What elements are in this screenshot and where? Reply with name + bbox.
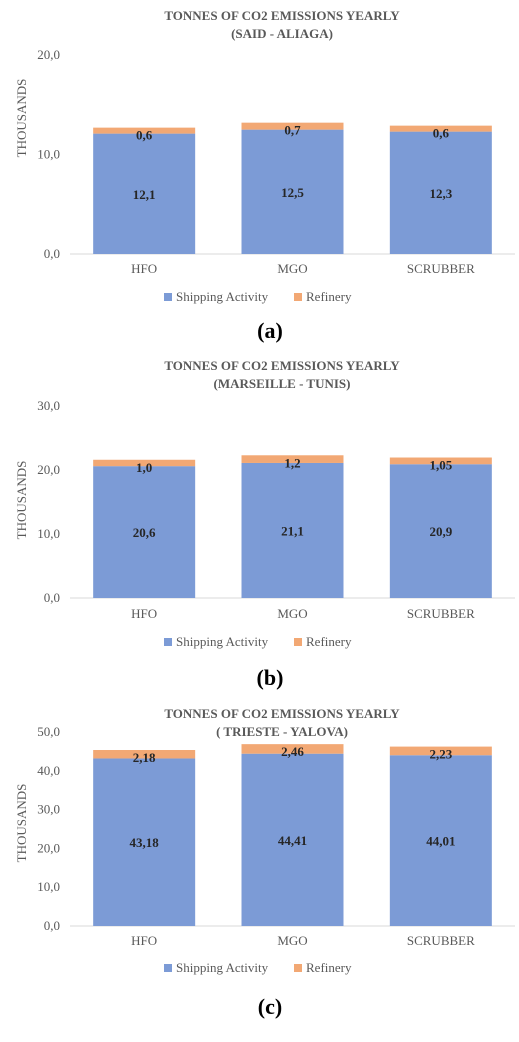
y-tick-label: 30,0 (37, 398, 60, 413)
bar-refinery (389, 125, 492, 132)
y-tick-label: 10,0 (37, 526, 60, 541)
bar-shipping-activity (241, 129, 344, 254)
plot-area: 0,0 10,0 20,0 30,0 20,6 1,0 HFO 21,1 1,2 MGO 20,9 1… (37, 398, 515, 621)
chart-subtitle: (SAID - ALIAGA) (231, 26, 333, 41)
y-tick-label: 30,0 (37, 802, 60, 817)
chart-title: TONNES OF CO2 EMISSIONS YEARLY (164, 8, 400, 23)
legend: Shipping Activity Refinery (164, 960, 352, 975)
data-label-shipping-activity: 20,6 (133, 525, 156, 540)
x-tick-label: SCRUBBER (407, 606, 475, 621)
legend-swatch-shipping-activity (164, 638, 172, 646)
y-tick-label: 0,0 (44, 246, 60, 261)
bar-shipping-activity (241, 753, 344, 926)
bar-refinery (241, 455, 344, 463)
legend: Shipping Activity Refinery (164, 289, 352, 304)
bar-refinery (241, 122, 344, 130)
legend-swatch-refinery (294, 293, 302, 301)
data-label-refinery: 1,0 (136, 460, 152, 475)
chart-panel-c: TONNES OF CO2 EMISSIONS YEARLY ( TRIESTE… (14, 706, 515, 1019)
y-tick-label: 0,0 (44, 590, 60, 605)
panel-label: (a) (257, 318, 283, 343)
panel-label: (c) (258, 994, 282, 1019)
y-tick-label: 10,0 (37, 879, 60, 894)
bar-shipping-activity (389, 464, 492, 598)
bar-shipping-activity (389, 131, 492, 254)
data-label-refinery: 0,6 (136, 128, 153, 143)
legend-label-refinery: Refinery (306, 634, 352, 649)
chart-subtitle: (MARSEILLE - TUNIS) (213, 376, 350, 391)
data-label-refinery: 1,05 (429, 458, 452, 473)
y-tick-label: 20,0 (37, 47, 60, 62)
data-label-refinery: 0,7 (284, 123, 301, 138)
data-label-refinery: 1,2 (284, 455, 300, 470)
legend: Shipping Activity Refinery (164, 634, 352, 649)
bar-refinery (241, 744, 344, 754)
data-label-refinery: 0,6 (433, 126, 450, 141)
bar-refinery (93, 459, 196, 467)
chart-subtitle: ( TRIESTE - YALOVA) (216, 724, 348, 739)
data-label-shipping-activity: 12,1 (133, 187, 156, 202)
y-axis-label: THOUSANDS (14, 79, 29, 158)
legend-label-shipping-activity: Shipping Activity (176, 634, 269, 649)
chart-title: TONNES OF CO2 EMISSIONS YEARLY (164, 358, 400, 373)
bar-refinery (389, 457, 492, 465)
data-label-shipping-activity: 12,3 (429, 186, 452, 201)
chart-title: TONNES OF CO2 EMISSIONS YEARLY (164, 706, 400, 721)
x-tick-label: MGO (277, 606, 307, 621)
x-tick-label: HFO (131, 606, 157, 621)
chart-panel-b: TONNES OF CO2 EMISSIONS YEARLY (MARSEILL… (14, 358, 515, 690)
x-tick-label: SCRUBBER (407, 261, 475, 276)
x-tick-label: HFO (131, 933, 157, 948)
legend-label-shipping-activity: Shipping Activity (176, 289, 269, 304)
data-label-refinery: 2,46 (281, 744, 304, 759)
bar-shipping-activity (389, 755, 492, 926)
y-tick-label: 0,0 (44, 918, 60, 933)
legend-swatch-refinery (294, 964, 302, 972)
data-label-shipping-activity: 20,9 (429, 524, 452, 539)
x-tick-label: MGO (277, 261, 307, 276)
y-axis-label: THOUSANDS (14, 784, 29, 863)
legend-label-refinery: Refinery (306, 960, 352, 975)
y-tick-label: 20,0 (37, 840, 60, 855)
y-tick-label: 10,0 (37, 147, 60, 162)
legend-label-shipping-activity: Shipping Activity (176, 960, 269, 975)
data-label-shipping-activity: 44,01 (426, 834, 455, 849)
legend-swatch-refinery (294, 638, 302, 646)
legend-label-refinery: Refinery (306, 289, 352, 304)
bar-shipping-activity (241, 462, 344, 598)
panel-label: (b) (257, 665, 284, 690)
legend-swatch-shipping-activity (164, 293, 172, 301)
bar-refinery (93, 750, 196, 759)
plot-area: 0,0 10,0 20,0 30,0 40,0 50,0 43,18 2,18 HFO 44,41… (37, 724, 515, 948)
data-label-refinery: 2,18 (133, 750, 156, 765)
y-tick-label: 40,0 (37, 763, 60, 778)
data-label-refinery: 2,23 (429, 747, 452, 762)
x-tick-label: HFO (131, 261, 157, 276)
legend-swatch-shipping-activity (164, 964, 172, 972)
plot-area: 0,0 10,0 20,0 12,1 0,6 HFO 12,5 0,7 MGO 12,3 0,6 SC… (37, 47, 515, 276)
bar-shipping-activity (93, 466, 196, 598)
bar-shipping-activity (93, 758, 196, 926)
y-tick-label: 50,0 (37, 724, 60, 739)
data-label-shipping-activity: 43,18 (130, 835, 160, 850)
bar-refinery (93, 127, 196, 134)
y-tick-label: 20,0 (37, 462, 60, 477)
x-tick-label: MGO (277, 933, 307, 948)
bar-shipping-activity (93, 133, 196, 254)
chart-panel-a: TONNES OF CO2 EMISSIONS YEARLY (SAID - A… (14, 8, 515, 343)
data-label-shipping-activity: 44,41 (278, 833, 307, 848)
data-label-shipping-activity: 12,5 (281, 185, 304, 200)
bar-refinery (389, 746, 492, 756)
y-axis-label: THOUSANDS (14, 461, 29, 540)
x-tick-label: SCRUBBER (407, 933, 475, 948)
data-label-shipping-activity: 21,1 (281, 523, 304, 538)
